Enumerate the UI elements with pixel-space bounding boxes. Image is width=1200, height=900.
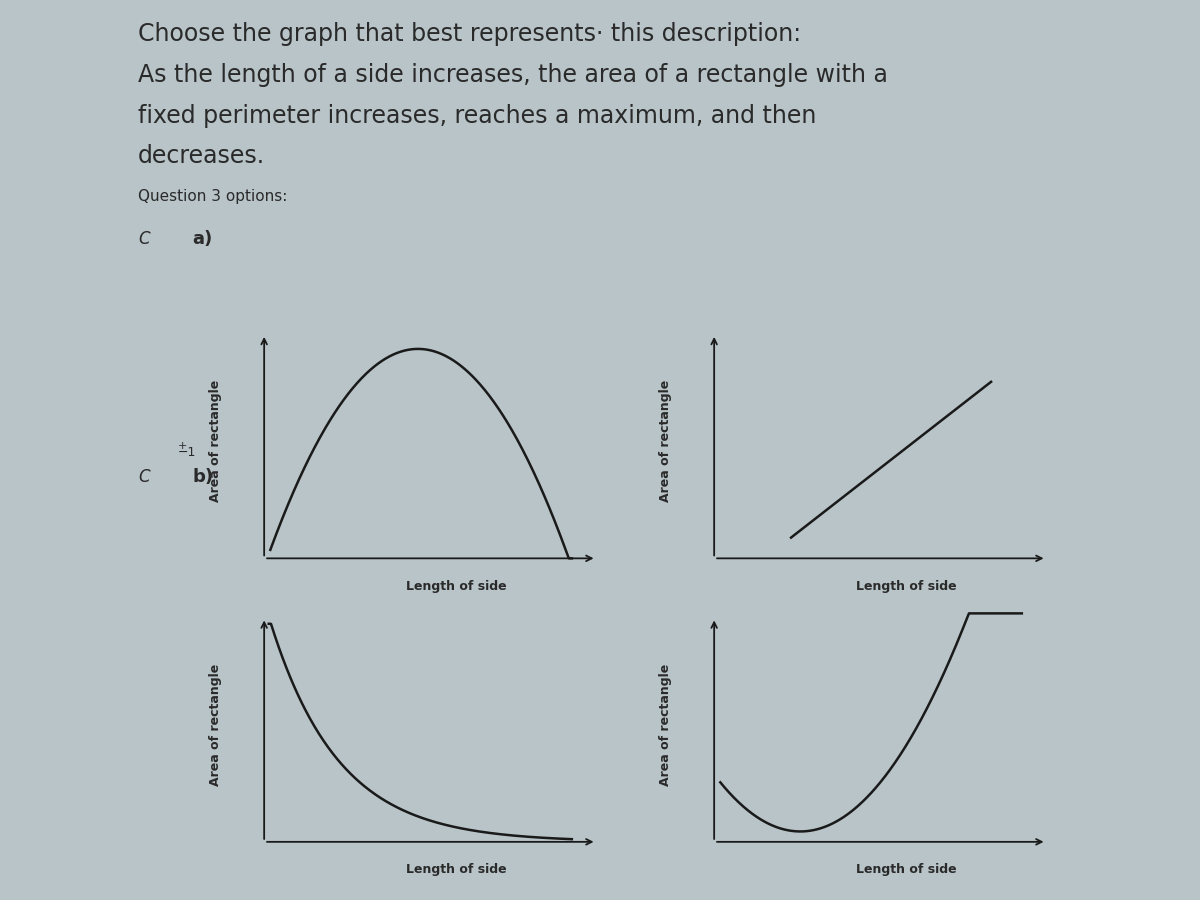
Text: b): b) — [192, 468, 214, 486]
Text: decreases.: decreases. — [138, 144, 265, 168]
Y-axis label: Area of rectangle: Area of rectangle — [659, 663, 672, 786]
X-axis label: Length of side: Length of side — [406, 580, 506, 592]
Text: −1: −1 — [178, 446, 196, 458]
Y-axis label: Area of rectangle: Area of rectangle — [659, 380, 672, 502]
Text: a): a) — [192, 230, 212, 248]
X-axis label: Length of side: Length of side — [406, 863, 506, 876]
Text: Choose the graph that best represents· this description:: Choose the graph that best represents· t… — [138, 22, 802, 47]
Text: C: C — [138, 230, 150, 248]
X-axis label: Length of side: Length of side — [856, 863, 956, 876]
Y-axis label: Area of rectangle: Area of rectangle — [209, 380, 222, 502]
Text: Question 3 options:: Question 3 options: — [138, 189, 287, 204]
Y-axis label: Area of rectangle: Area of rectangle — [209, 663, 222, 786]
Text: As the length of a side increases, the area of a rectangle with a: As the length of a side increases, the a… — [138, 63, 888, 87]
Text: fixed perimeter increases, reaches a maximum, and then: fixed perimeter increases, reaches a max… — [138, 104, 816, 128]
Text: C: C — [138, 468, 150, 486]
X-axis label: Length of side: Length of side — [856, 580, 956, 592]
Text: +: + — [178, 441, 187, 451]
